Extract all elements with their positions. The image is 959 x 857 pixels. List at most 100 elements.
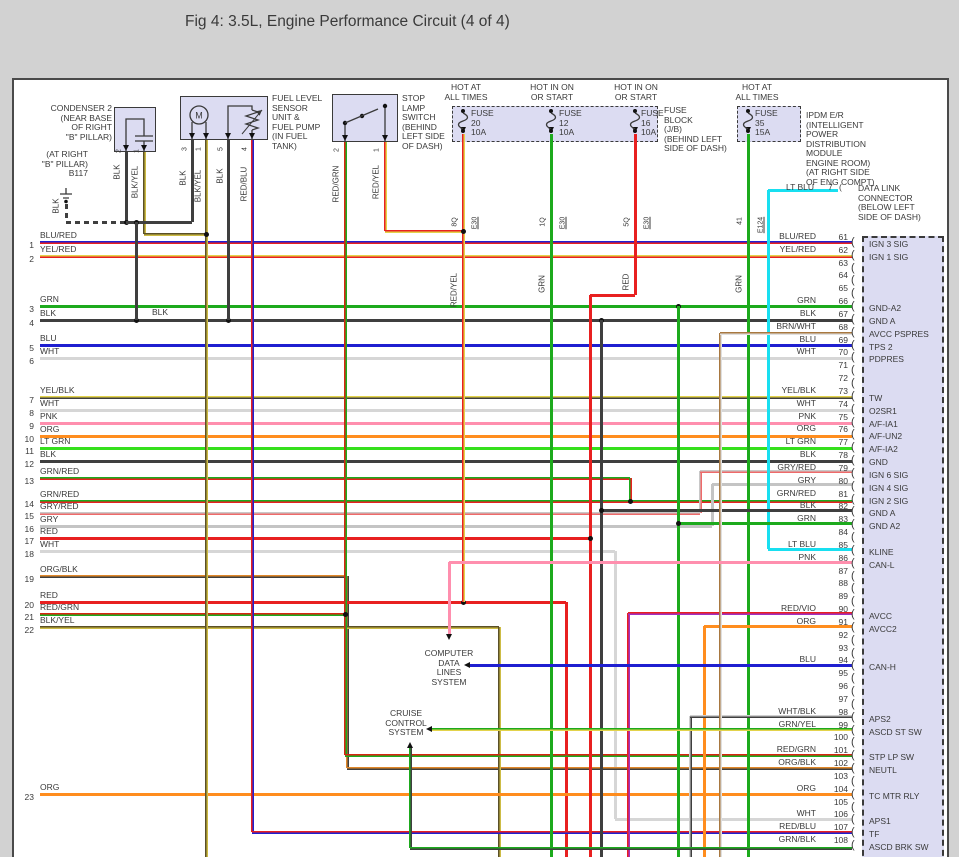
- ecm-signal-label: A/F-IA1: [869, 419, 898, 429]
- wire-w9: [40, 421, 852, 425]
- left-wire-label: WHT: [40, 539, 60, 549]
- wire-w22: [497, 627, 501, 857]
- ecm-pin-number: 95: [838, 668, 848, 678]
- junction-dot: [598, 507, 604, 513]
- ecm-pin-connector-icon: (: [851, 788, 855, 800]
- wire-aps2-wire: [690, 714, 852, 718]
- rotated-wire-label: 41: [736, 217, 744, 225]
- ground-icon: [60, 188, 72, 204]
- ecm-signal-label: IGN 4 SIG: [869, 483, 909, 493]
- text-label: BLK: [152, 307, 169, 317]
- wire-w6: [40, 356, 852, 360]
- wire-w21: [40, 612, 345, 616]
- ecm-pin-number: 71: [838, 360, 848, 370]
- left-wire-label: BLK: [40, 449, 57, 459]
- ecm-wire-label: YEL/RED: [779, 244, 816, 254]
- ecm-wire-label: WHT: [796, 398, 816, 408]
- ecm-pin-connector-icon: (: [851, 582, 855, 594]
- ecm-wire-label: BLU: [799, 654, 816, 664]
- ecm-pin-number: 103: [833, 771, 848, 781]
- wire-f16-wire: [588, 295, 592, 857]
- ecm-signal-label: AVCC: [869, 611, 892, 621]
- ecm-pin-number: 102: [833, 758, 848, 768]
- ecm-pin-connector-icon: (: [851, 351, 855, 363]
- ecm-pin-connector-icon: (: [851, 839, 855, 851]
- left-row-number: 7: [29, 395, 34, 405]
- ecm-pin-connector-icon: (: [851, 724, 855, 736]
- ecm-pin-connector-icon: (: [851, 647, 855, 659]
- ecm-signal-label: AVCC2: [869, 624, 897, 634]
- ecm-connector-box: [862, 236, 944, 857]
- junction-dot: [460, 599, 466, 605]
- wire-gnd-a-drop: [599, 320, 603, 857]
- ecm-signal-label: O2SR1: [869, 406, 897, 416]
- wire-gnd-a2-drop: [676, 306, 680, 857]
- wire-w10: [40, 434, 852, 438]
- wire-dlc-wire: [766, 190, 770, 549]
- figure-title: Fig 4: 3.5L, Engine Performance Circuit …: [185, 13, 510, 30]
- rotated-wire-label: BLK: [178, 170, 188, 186]
- ecm-wire-label: BLU/RED: [779, 231, 816, 241]
- left-row-number: 5: [29, 343, 34, 353]
- wire-w16: [710, 484, 714, 526]
- wire-w3: [40, 304, 852, 308]
- left-wire-label: GRN/RED: [40, 466, 80, 476]
- junction-dot: [342, 611, 348, 617]
- rotated-wire-label: BLK: [51, 198, 61, 214]
- left-row-number: 19: [24, 574, 34, 584]
- ecm-pin-connector-icon: (: [851, 775, 855, 787]
- ecm-pin-number: 98: [838, 707, 848, 717]
- ecm-pin-number: 81: [838, 489, 848, 499]
- wire-w18: [615, 817, 852, 821]
- ecm-wire-label: BLK: [799, 449, 816, 459]
- rotated-wire-label: 1: [373, 148, 381, 152]
- text-label: HOT IN ON OR START: [614, 82, 658, 102]
- wire-blk-bus: [126, 220, 192, 224]
- ecm-wire-label: LT BLU: [787, 539, 816, 549]
- text-label: HOT IN ON OR START: [530, 82, 574, 102]
- ecm-pin-connector-icon: (: [851, 736, 855, 748]
- rotated-wire-label: 1Q: [539, 217, 547, 227]
- wire-gnd-dash: [64, 204, 68, 222]
- left-wire-label: RED: [40, 590, 58, 600]
- ecm-pin-connector-icon: (: [851, 313, 855, 325]
- left-row-number: 2: [29, 254, 34, 264]
- rotated-wire-label: 5: [217, 147, 225, 151]
- left-row-number: 16: [24, 524, 34, 534]
- ecm-signal-label: GND-A2: [869, 303, 902, 313]
- wire-can-l-wire: [447, 562, 451, 634]
- ecm-pin-connector-icon: (: [851, 698, 855, 710]
- wire-avcc2-wire: [702, 626, 706, 857]
- ecm-pin-number: 77: [838, 437, 848, 447]
- pin-arrow: [631, 127, 638, 133]
- ecm-signal-label: ASCD ST SW: [869, 727, 922, 737]
- ecm-signal-label: ASCD BRK SW: [869, 842, 929, 852]
- ecm-pin-connector-icon: (: [851, 659, 855, 671]
- ecm-wire-label: BLK: [799, 500, 816, 510]
- ecm-pin-number: 66: [838, 296, 848, 306]
- ecm-pin-connector-icon: (: [851, 518, 855, 530]
- ecm-signal-label: GND: [869, 457, 888, 467]
- rotated-wire-label: 2: [115, 149, 123, 153]
- rotated-wire-label: E30: [471, 216, 479, 230]
- ecm-wire-label: ORG: [796, 423, 816, 433]
- text-label: COMPUTER DATA LINES SYSTEM: [424, 648, 474, 687]
- ecm-signal-label: NEUTL: [869, 765, 897, 775]
- ecm-signal-label: KLINE: [869, 547, 894, 557]
- ecm-signal-label: APS2: [869, 714, 891, 724]
- rotated-wire-label: RED/BLU: [239, 166, 249, 202]
- pin-arrow: [224, 133, 231, 139]
- left-wire-label: GRN: [40, 294, 59, 304]
- ecm-pin-connector-icon: (: [851, 480, 855, 492]
- ecm-pin-number: 87: [838, 566, 848, 576]
- ecm-pin-number: 107: [833, 822, 848, 832]
- ecm-pin-connector-icon: (: [851, 826, 855, 838]
- wire-arrow: [445, 634, 452, 640]
- ecm-signal-label: A/F-IA2: [869, 444, 898, 454]
- junction-dot: [225, 317, 231, 323]
- ecm-wire-label: GRY: [797, 475, 816, 485]
- ecm-pin-number: 70: [838, 347, 848, 357]
- ecm-signal-label: STP LP SW: [869, 752, 915, 762]
- ecm-wire-label: WHT: [796, 346, 816, 356]
- ecm-wire-label: GRN/YEL: [778, 719, 816, 729]
